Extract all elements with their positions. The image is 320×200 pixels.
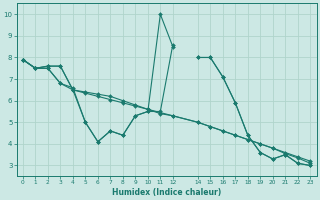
X-axis label: Humidex (Indice chaleur): Humidex (Indice chaleur): [112, 188, 221, 197]
